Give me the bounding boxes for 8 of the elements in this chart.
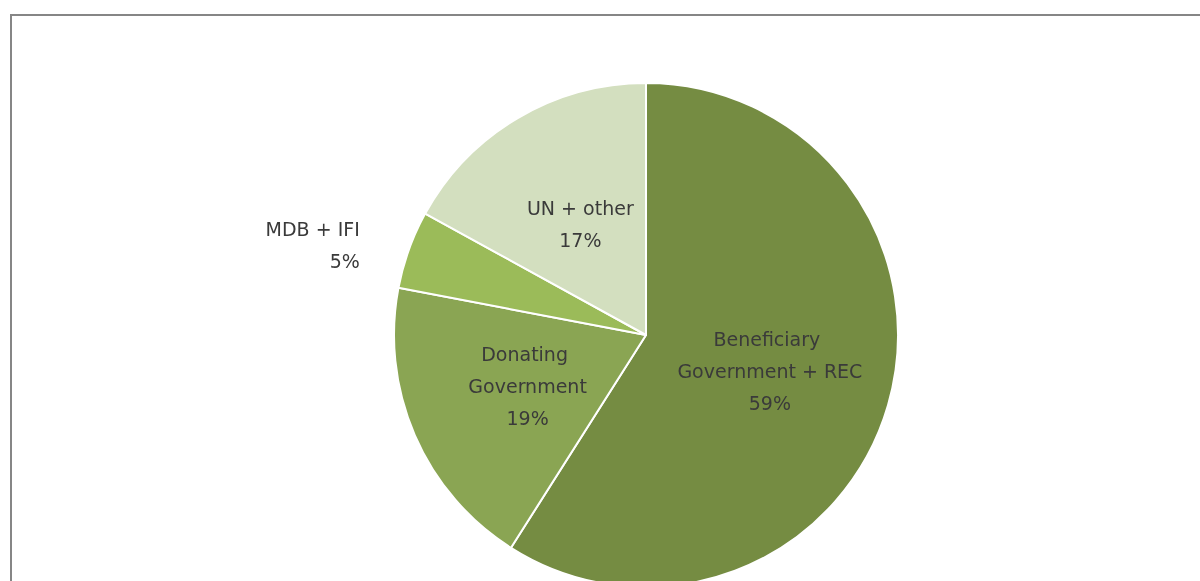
slice-label: Donating Government (468, 343, 587, 398)
data-label: 5% (329, 249, 360, 272)
slice-label: Beneficiary Government + REC (677, 327, 863, 382)
data-label: 59% (748, 391, 791, 414)
data-label: 19% (506, 407, 549, 430)
slice-label: UN + other (526, 196, 634, 219)
slice-label: MDB + IFI (265, 217, 360, 240)
data-label: 17% (559, 228, 602, 251)
